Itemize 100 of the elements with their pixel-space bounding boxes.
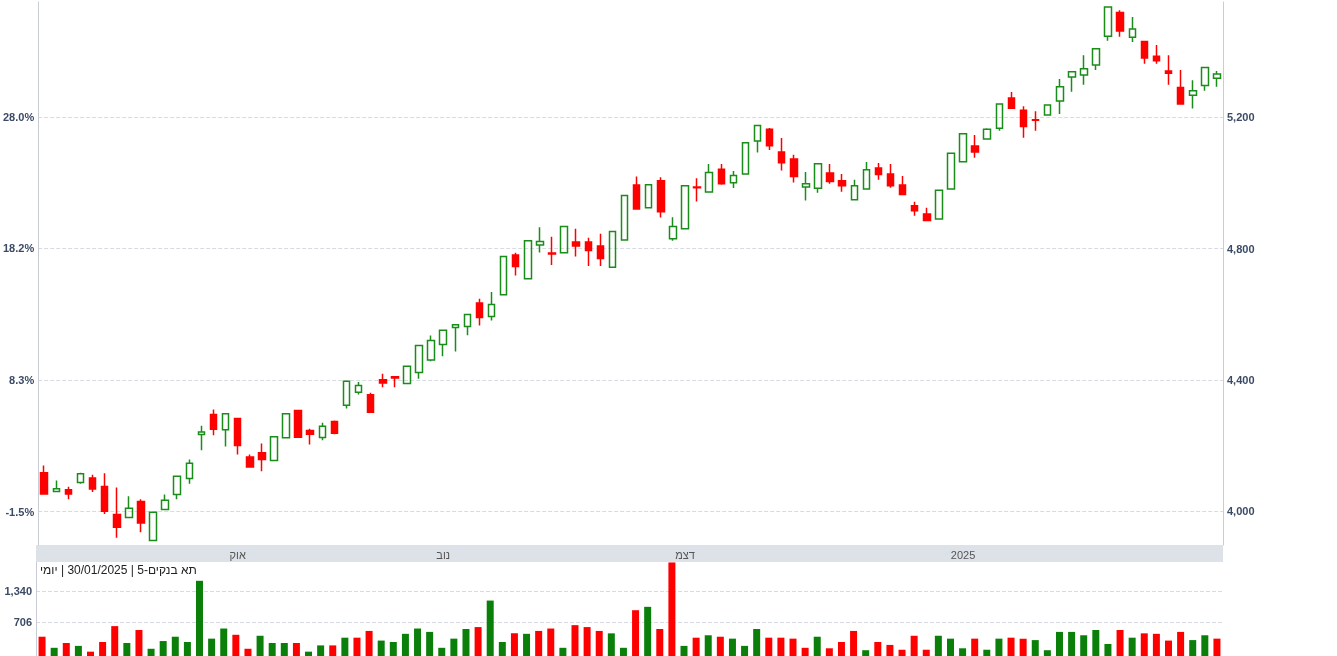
bar xyxy=(50,647,58,656)
candlestick xyxy=(88,473,97,493)
bar xyxy=(365,630,373,656)
candlestick xyxy=(837,173,847,193)
candlestick xyxy=(982,127,992,140)
bar xyxy=(559,647,567,656)
bar xyxy=(510,633,518,656)
y-tick-label: 8.3% xyxy=(9,374,35,387)
bar xyxy=(607,633,615,656)
bar xyxy=(680,645,688,656)
candlestick xyxy=(100,472,109,515)
bar xyxy=(813,636,821,656)
candlestick xyxy=(1043,104,1052,116)
annotation: תא בנקים-5 | 30/01/2025 | יומי xyxy=(40,563,197,577)
candlestick xyxy=(741,141,750,175)
bar xyxy=(523,633,531,656)
candlestick xyxy=(257,442,267,473)
candlestick xyxy=(584,236,593,267)
candlestick xyxy=(1007,91,1016,110)
candlestick xyxy=(499,255,508,296)
y2-tick-label: 5,200 xyxy=(1227,111,1255,124)
candlestick xyxy=(39,464,49,495)
bar xyxy=(183,642,191,656)
candlestick xyxy=(922,207,932,222)
bar xyxy=(268,642,276,656)
bar xyxy=(111,626,119,656)
candlestick xyxy=(1115,9,1125,38)
x-tick-label: אוק xyxy=(229,548,246,561)
candlestick xyxy=(717,163,726,186)
candlestick xyxy=(523,239,533,280)
bar xyxy=(765,637,773,656)
bar xyxy=(644,606,652,656)
candlestick xyxy=(632,175,641,210)
bar xyxy=(474,627,482,656)
candlestick xyxy=(668,216,678,242)
candlestick xyxy=(1128,16,1137,43)
bar xyxy=(305,651,313,656)
bar xyxy=(498,642,506,656)
y-tick-label: 28.0% xyxy=(2,111,35,124)
candlestick xyxy=(475,298,484,327)
candlestick xyxy=(1164,54,1173,86)
candlestick xyxy=(874,162,883,181)
bar xyxy=(753,629,761,656)
candlestick xyxy=(547,235,557,266)
bar xyxy=(414,628,422,656)
candlestick xyxy=(354,381,363,396)
bar xyxy=(1104,643,1112,656)
bar xyxy=(1043,650,1051,656)
bar xyxy=(1189,640,1197,656)
y2-tick-label: 4,800 xyxy=(1227,242,1255,255)
bar xyxy=(1128,637,1136,656)
bar xyxy=(401,633,409,656)
bar xyxy=(87,651,95,656)
y-tick-label: -1.5% xyxy=(5,505,35,518)
bar xyxy=(934,635,942,656)
candlestick xyxy=(692,177,702,203)
candlestick xyxy=(680,184,690,230)
candlestick xyxy=(197,424,206,452)
bar xyxy=(1092,629,1100,656)
candlestick xyxy=(656,176,666,219)
bar xyxy=(983,649,991,656)
bar xyxy=(535,630,543,656)
candlestick xyxy=(463,313,472,337)
bar xyxy=(862,650,870,656)
candlestick xyxy=(390,375,400,388)
candlestick xyxy=(825,163,835,185)
bar xyxy=(1068,631,1076,656)
candlestick xyxy=(318,421,327,441)
bar xyxy=(910,635,918,656)
bar xyxy=(728,638,736,656)
bar xyxy=(704,635,712,656)
candlestick xyxy=(112,486,122,539)
candlestick xyxy=(1140,40,1149,65)
candlestick xyxy=(1200,66,1210,92)
candlestick xyxy=(209,408,218,436)
candlestick xyxy=(76,471,85,485)
candlestick xyxy=(995,103,1004,132)
bar xyxy=(196,580,204,656)
bar xyxy=(668,562,676,656)
bar xyxy=(1116,629,1124,656)
bar xyxy=(959,648,967,656)
candlestick xyxy=(330,419,339,435)
bar xyxy=(1213,638,1221,656)
bar xyxy=(1140,633,1148,656)
bar xyxy=(632,610,640,656)
candlestick xyxy=(269,436,279,462)
bar xyxy=(62,642,70,656)
candlestick xyxy=(64,486,73,501)
bar xyxy=(353,637,361,656)
bar xyxy=(583,627,591,656)
bar xyxy=(571,625,579,656)
candlestick xyxy=(535,226,545,254)
bar xyxy=(1201,635,1209,656)
bar xyxy=(426,631,434,656)
candlestick xyxy=(451,324,460,353)
candlestick xyxy=(342,380,351,410)
bar xyxy=(438,647,446,656)
y-tick-label: 1,340 xyxy=(4,585,32,598)
candlestick xyxy=(1176,69,1185,105)
candlestick xyxy=(801,171,811,202)
